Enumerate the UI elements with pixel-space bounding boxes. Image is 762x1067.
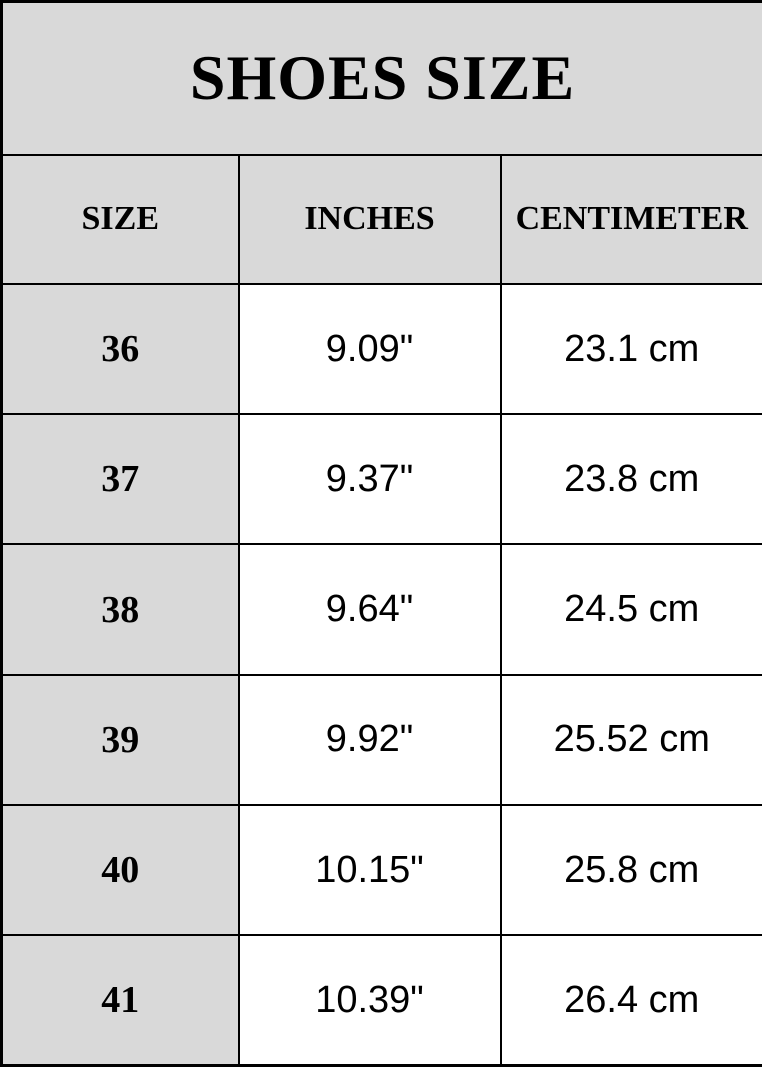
table-row: 38 9.64" 24.5 cm bbox=[0, 543, 762, 676]
table-title: SHOES SIZE bbox=[0, 0, 762, 156]
column-header-size: SIZE bbox=[0, 153, 240, 286]
inches-cell: 9.09" bbox=[237, 283, 502, 416]
centimeter-cell: 25.8 cm bbox=[499, 803, 762, 937]
inches-cell: 9.37" bbox=[237, 413, 502, 546]
column-header-inches: INCHES bbox=[237, 153, 502, 286]
size-cell: 41 bbox=[0, 934, 240, 1067]
size-cell: 36 bbox=[0, 283, 240, 416]
title-row: SHOES SIZE bbox=[0, 0, 762, 156]
table-row: 36 9.09" 23.1 cm bbox=[0, 283, 762, 416]
centimeter-cell: 25.52 cm bbox=[499, 673, 762, 806]
size-cell: 40 bbox=[0, 803, 240, 937]
centimeter-cell: 23.8 cm bbox=[499, 413, 762, 546]
table-row: 39 9.92" 25.52 cm bbox=[0, 673, 762, 806]
inches-cell: 9.92" bbox=[237, 673, 502, 806]
size-cell: 38 bbox=[0, 543, 240, 676]
centimeter-cell: 24.5 cm bbox=[499, 543, 762, 676]
size-cell: 39 bbox=[0, 673, 240, 806]
inches-cell: 10.39" bbox=[237, 934, 502, 1067]
centimeter-cell: 23.1 cm bbox=[499, 283, 762, 416]
column-header-centimeter: CENTIMETER bbox=[499, 153, 762, 286]
size-cell: 37 bbox=[0, 413, 240, 546]
inches-cell: 9.64" bbox=[237, 543, 502, 676]
inches-cell: 10.15" bbox=[237, 803, 502, 937]
table-row: 40 10.15" 25.8 cm bbox=[0, 803, 762, 937]
table-row: 41 10.39" 26.4 cm bbox=[0, 934, 762, 1067]
centimeter-cell: 26.4 cm bbox=[499, 934, 762, 1067]
table-row: 37 9.37" 23.8 cm bbox=[0, 413, 762, 546]
header-row: SIZE INCHES CENTIMETER bbox=[0, 153, 762, 286]
